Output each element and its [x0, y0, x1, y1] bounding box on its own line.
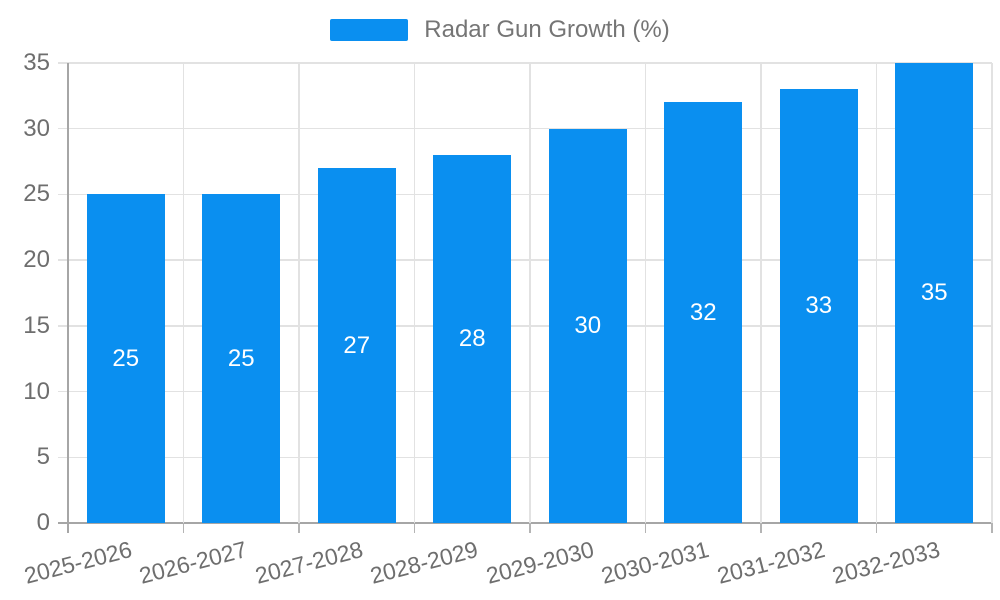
x-axis-tick — [760, 523, 762, 533]
x-axis-label: 2031-2032 — [714, 536, 828, 589]
legend-label: Radar Gun Growth (%) — [424, 16, 670, 43]
gridline-h — [58, 325, 992, 327]
gridline-h — [58, 259, 992, 261]
gridline-h — [58, 127, 992, 130]
legend[interactable]: Radar Gun Growth (%) — [0, 18, 1000, 42]
x-axis-label: 2028-2029 — [367, 536, 481, 589]
legend-swatch — [330, 19, 409, 41]
gridline-v — [182, 63, 185, 523]
x-axis-label: 2030-2031 — [598, 536, 712, 589]
bar[interactable]: 28 — [433, 155, 512, 523]
x-axis-tick — [991, 523, 993, 533]
gridline-v — [298, 63, 300, 523]
gridline-h — [58, 62, 992, 64]
x-axis-label: 2029-2030 — [483, 536, 597, 589]
gridline-v — [760, 63, 762, 523]
bar-value-label: 30 — [574, 311, 602, 339]
x-axis-tick — [644, 523, 647, 533]
x-axis-tick — [182, 523, 185, 533]
x-axis-label: 2026-2027 — [136, 536, 250, 589]
gridline-v — [875, 63, 878, 523]
y-axis-tick-label: 20 — [23, 246, 50, 274]
x-axis-label: 2025-2026 — [21, 536, 135, 589]
bar-value-label: 28 — [458, 325, 486, 352]
bar-value-label: 25 — [112, 344, 140, 372]
x-axis-tick — [875, 523, 878, 533]
y-axis-tick-label: 30 — [23, 114, 50, 142]
gridline-h — [58, 456, 992, 459]
y-axis-tick-label: 0 — [36, 509, 50, 536]
y-axis-tick-label: 10 — [23, 377, 50, 405]
bar-value-label: 35 — [920, 279, 948, 306]
gridline-v — [413, 63, 416, 523]
bar[interactable]: 27 — [317, 168, 396, 523]
y-axis-tick-label: 35 — [23, 49, 50, 76]
bar-value-label: 25 — [227, 344, 255, 372]
gridline-v — [644, 63, 647, 523]
y-axis-tick-label: 5 — [36, 443, 50, 471]
bar[interactable]: 32 — [664, 102, 743, 523]
x-axis-tick — [529, 523, 531, 533]
bar[interactable]: 35 — [895, 63, 974, 523]
bar-value-label: 33 — [805, 292, 833, 320]
bar[interactable]: 33 — [779, 89, 858, 523]
bar-value-label: 32 — [689, 298, 717, 326]
gridline-h — [58, 390, 992, 393]
x-axis-label: 2027-2028 — [252, 536, 366, 589]
y-axis-tick-label: 25 — [23, 180, 50, 208]
y-axis-line — [67, 63, 69, 533]
gridline-h — [58, 193, 992, 196]
x-axis-tick — [298, 523, 300, 533]
bar[interactable]: 30 — [548, 128, 627, 523]
bar[interactable]: 25 — [86, 194, 165, 523]
bar-value-label: 27 — [343, 331, 371, 359]
gridline-v — [529, 63, 531, 523]
x-axis-label: 2032-2033 — [829, 536, 943, 589]
y-axis-tick-label: 15 — [23, 311, 50, 339]
bar[interactable]: 25 — [202, 194, 281, 523]
gridline-v — [991, 63, 993, 523]
x-axis-line — [58, 522, 992, 524]
x-axis-tick — [413, 523, 416, 533]
